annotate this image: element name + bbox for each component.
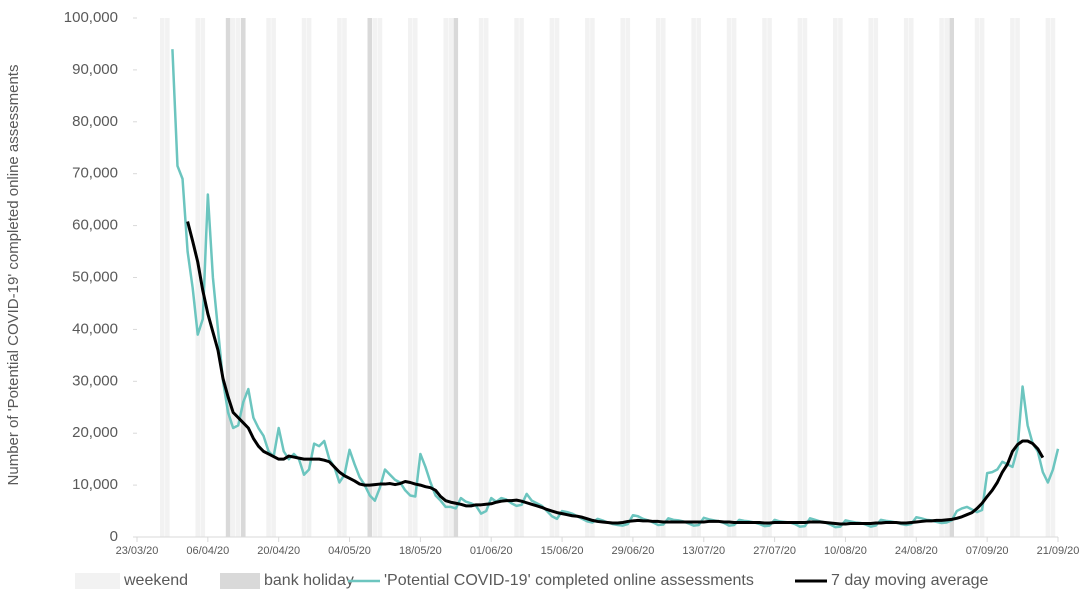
weekend-band <box>271 18 276 537</box>
weekend-band <box>979 18 985 537</box>
x-tick-label: 04/05/20 <box>328 545 371 557</box>
weekend-band <box>903 18 909 537</box>
y-tick-label: 30,000 <box>72 372 118 389</box>
x-tick-label: 07/09/20 <box>966 545 1009 557</box>
weekend-band <box>944 18 949 537</box>
y-axis-label: Number of 'Potential COVID-19' completed… <box>5 64 22 486</box>
legend-label: bank holiday <box>264 572 354 589</box>
bands <box>160 18 1056 537</box>
weekend-band <box>625 18 631 537</box>
x-tick-label: 18/05/20 <box>399 545 442 557</box>
weekend-band <box>554 18 560 537</box>
x-tick-label: 06/04/20 <box>186 545 229 557</box>
weekend-band <box>833 18 838 537</box>
y-tick-label: 90,000 <box>72 61 118 78</box>
weekend-band <box>549 18 555 537</box>
x-tick-label: 10/08/20 <box>824 545 867 557</box>
y-tick-label: 50,000 <box>72 268 118 285</box>
y-tick-label: 80,000 <box>72 113 118 130</box>
bank-holiday-band <box>367 18 373 537</box>
legend-label: 7 day moving average <box>831 572 989 589</box>
y-tick-label: 40,000 <box>72 320 118 337</box>
x-tick-label: 01/06/20 <box>470 545 513 557</box>
weekend-band <box>301 18 307 537</box>
weekend-band <box>585 18 590 537</box>
series-line <box>186 221 1045 526</box>
legend-label: weekend <box>123 572 188 589</box>
weekend-band <box>1045 18 1051 537</box>
weekend-band <box>342 18 347 537</box>
series-line <box>171 49 1060 529</box>
legend-label: 'Potential COVID-19' completed online as… <box>384 572 754 589</box>
weekend-band <box>413 18 418 537</box>
weekend-band <box>230 18 236 537</box>
weekend-band <box>908 18 914 537</box>
x-tick-label: 13/07/20 <box>682 545 725 557</box>
weekend-band <box>762 18 767 537</box>
weekend-band <box>337 18 342 537</box>
weekend-band <box>802 18 808 537</box>
weekend-band <box>519 18 524 537</box>
bank-holiday-band <box>225 18 231 537</box>
weekend-band <box>195 18 201 537</box>
weekend-band <box>661 18 666 537</box>
weekend-band <box>873 18 879 537</box>
weekend-band <box>1010 18 1015 537</box>
bank-holiday-band <box>453 18 459 537</box>
weekend-band <box>448 18 454 537</box>
y-tick-label: 100,000 <box>64 9 118 26</box>
y-tick-label: 20,000 <box>72 424 118 441</box>
x-tick-label: 20/04/20 <box>257 545 300 557</box>
y-tick-label: 0 <box>110 528 118 545</box>
weekend-band <box>797 18 803 537</box>
weekend-band <box>691 18 696 537</box>
weekend-band <box>620 18 626 537</box>
weekend-band <box>483 18 489 537</box>
weekend-band <box>443 18 448 537</box>
bank-holiday-band <box>240 18 246 537</box>
weekend-band <box>160 18 165 537</box>
y-tick-label: 70,000 <box>72 165 118 182</box>
weekend-band <box>974 18 980 537</box>
weekend-band <box>868 18 874 537</box>
weekend-band <box>407 18 413 537</box>
weekend-band <box>590 18 595 537</box>
weekend-band <box>696 18 701 537</box>
weekend-band <box>306 18 312 537</box>
weekend-band <box>838 18 843 537</box>
weekend-band <box>372 18 378 537</box>
legend-swatch <box>220 573 260 589</box>
weekend-band <box>478 18 484 537</box>
weekend-band <box>200 18 206 537</box>
x-tick-label: 24/08/20 <box>895 545 938 557</box>
bank-holiday-band <box>949 18 955 537</box>
weekend-band <box>1050 18 1056 537</box>
y-tick-label: 60,000 <box>72 217 118 234</box>
weekend-band <box>377 18 383 537</box>
x-tick-label: 27/07/20 <box>753 545 796 557</box>
weekend-band <box>165 18 170 537</box>
x-tick-label: 23/03/20 <box>116 545 159 557</box>
x-tick-label: 21/09/20 <box>1037 545 1080 557</box>
weekend-band <box>1015 18 1020 537</box>
legend-swatch <box>75 573 120 589</box>
weekend-band <box>939 18 944 537</box>
weekend-band <box>731 18 737 537</box>
x-tick-label: 15/06/20 <box>541 545 584 557</box>
x-tick-label: 29/06/20 <box>612 545 655 557</box>
weekend-band <box>266 18 271 537</box>
y-tick-label: 10,000 <box>72 476 118 493</box>
weekend-band <box>655 18 661 537</box>
weekend-band <box>767 18 772 537</box>
weekend-band <box>514 18 519 537</box>
weekend-band <box>235 18 241 537</box>
weekend-band <box>726 18 732 537</box>
